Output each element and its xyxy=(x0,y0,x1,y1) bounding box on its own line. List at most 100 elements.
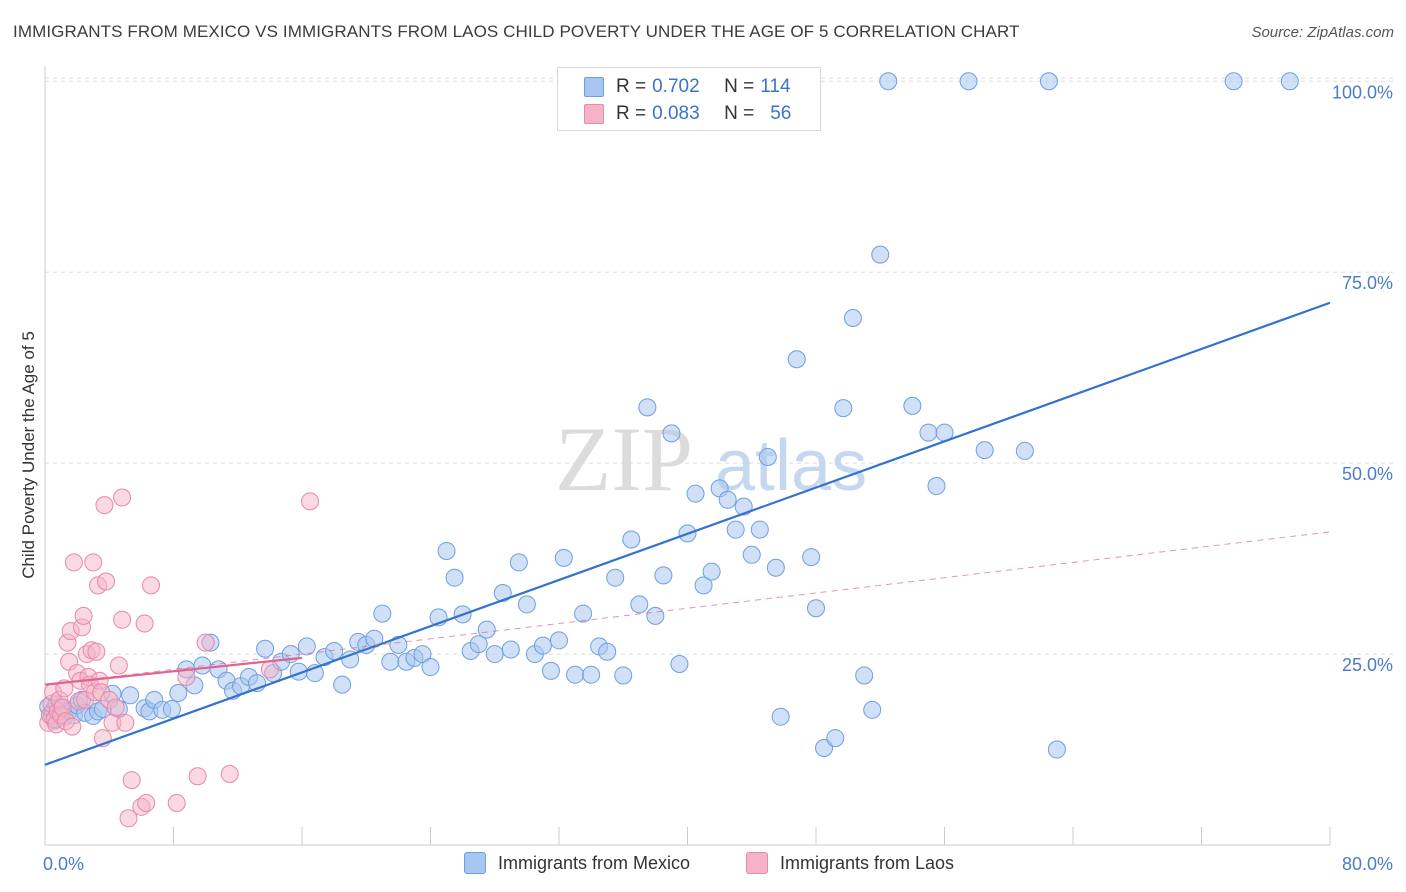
point-mexico xyxy=(389,635,408,654)
point-mexico xyxy=(1280,72,1299,91)
point-mexico xyxy=(927,477,946,496)
point-mexico xyxy=(493,583,512,602)
trend-line-mexico xyxy=(44,301,1331,766)
point-laos xyxy=(301,492,320,511)
point-laos xyxy=(113,488,132,507)
point-laos xyxy=(137,793,156,812)
point-mexico xyxy=(501,640,520,659)
point-mexico xyxy=(863,700,882,719)
point-mexico xyxy=(256,639,275,658)
axes xyxy=(44,66,1331,846)
point-mexico xyxy=(919,423,938,442)
series-legend: Immigrants from Mexico Immigrants from L… xyxy=(0,852,1406,876)
legend-n-value: 114 xyxy=(760,76,791,97)
point-mexico xyxy=(121,686,140,705)
point-mexico xyxy=(742,545,761,564)
point-mexico xyxy=(903,396,922,415)
point-mexico xyxy=(959,72,978,91)
point-laos xyxy=(188,767,207,786)
point-mexico xyxy=(533,636,552,655)
point-mexico xyxy=(541,661,560,680)
point-mexico xyxy=(670,654,689,673)
y-tick-label: 100.0% xyxy=(1332,82,1393,102)
point-mexico xyxy=(437,541,456,560)
y-tick-label: 50.0% xyxy=(1342,464,1393,484)
correlation-legend: R = 0.702 N = 114 R = 0.083 N = 56 xyxy=(557,67,821,131)
point-mexico xyxy=(815,739,834,758)
point-mexico xyxy=(750,520,769,539)
chart-title: IMMIGRANTS FROM MEXICO VS IMMIGRANTS FRO… xyxy=(13,22,1020,41)
legend-row-laos: R = 0.083 N = 56 xyxy=(584,101,791,127)
point-laos xyxy=(55,679,74,698)
y-tick-label: 75.0% xyxy=(1342,273,1393,293)
point-mexico xyxy=(373,604,392,623)
series-laos-points xyxy=(39,488,320,828)
point-mexico xyxy=(413,645,432,664)
point-mexico xyxy=(771,707,790,726)
point-mexico xyxy=(485,645,504,664)
point-mexico xyxy=(766,558,785,577)
point-laos xyxy=(167,793,186,812)
point-laos xyxy=(122,771,141,790)
point-mexico xyxy=(662,424,681,443)
point-laos xyxy=(260,660,279,679)
point-mexico xyxy=(1039,72,1058,91)
point-laos xyxy=(95,496,114,515)
point-laos xyxy=(196,633,215,652)
point-laos xyxy=(113,610,132,629)
point-mexico xyxy=(843,309,862,328)
legend-swatch-mexico xyxy=(584,77,604,97)
point-mexico xyxy=(694,576,713,595)
point-mexico xyxy=(550,631,568,650)
point-mexico xyxy=(758,448,777,467)
point-mexico xyxy=(614,666,633,685)
point-mexico xyxy=(582,665,601,684)
point-mexico xyxy=(421,658,440,677)
x-tick-label: 0.0% xyxy=(43,854,84,874)
point-laos xyxy=(220,764,239,783)
point-mexico xyxy=(574,604,593,623)
source-credit: Source: ZipAtlas.com xyxy=(1251,24,1394,41)
point-mexico xyxy=(726,520,745,539)
legend-label-mexico: Immigrants from Mexico xyxy=(498,852,691,873)
point-mexico xyxy=(381,652,400,671)
y-tick-label: 25.0% xyxy=(1342,655,1393,675)
point-mexico xyxy=(469,635,488,654)
point-mexico xyxy=(509,553,528,572)
watermark-atlas: atlas xyxy=(715,426,867,506)
legend-item-mexico[interactable]: Immigrants from Mexico xyxy=(464,852,690,874)
trend-line-laos-extended xyxy=(44,531,1331,686)
point-mexico xyxy=(169,684,188,703)
legend-swatch-mexico xyxy=(464,852,486,874)
point-mexico xyxy=(297,637,316,656)
point-mexico xyxy=(686,484,705,503)
point-mexico xyxy=(879,72,898,91)
point-laos xyxy=(116,713,135,732)
point-mexico xyxy=(162,700,181,719)
legend-r-label: R = xyxy=(616,103,647,124)
legend-r-value: 0.702 xyxy=(652,76,700,97)
point-laos xyxy=(177,667,196,686)
point-mexico xyxy=(517,595,536,614)
legend-swatch-laos xyxy=(746,852,768,874)
point-laos xyxy=(87,642,106,661)
point-mexico xyxy=(566,665,585,684)
point-laos xyxy=(119,809,138,828)
legend-item-laos[interactable]: Immigrants from Laos xyxy=(746,852,954,874)
point-laos xyxy=(135,614,154,633)
point-mexico xyxy=(807,599,825,618)
point-mexico xyxy=(826,729,845,748)
point-laos xyxy=(106,698,125,717)
trend-lines xyxy=(44,301,1331,766)
point-mexico xyxy=(1015,441,1034,460)
legend-n-value: 56 xyxy=(770,103,792,124)
point-laos xyxy=(142,576,161,595)
point-mexico xyxy=(855,666,874,685)
point-laos xyxy=(97,572,116,591)
point-mexico xyxy=(834,399,853,418)
point-laos xyxy=(63,717,82,736)
point-mexico xyxy=(1047,740,1066,759)
point-mexico xyxy=(654,566,673,585)
legend-r-value: 0.083 xyxy=(652,103,700,124)
